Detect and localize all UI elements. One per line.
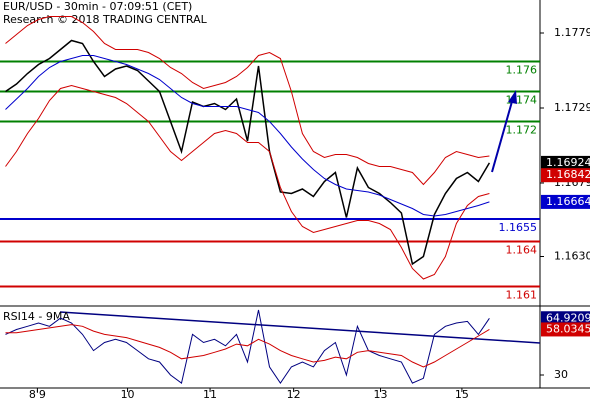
rsi-trendline	[59, 311, 541, 344]
series-line	[5, 55, 490, 217]
chart-subtitle: Research © 2018 TRADING CENTRAL	[3, 13, 208, 26]
level-label: 1.161	[506, 289, 538, 302]
x-tick-label: 8'9	[29, 388, 46, 400]
y-tick-label: 1.1630	[554, 250, 590, 263]
series-line	[5, 324, 490, 368]
value-box-label: 1.16924	[546, 156, 590, 169]
series-line	[5, 16, 490, 186]
indicator-title: RSI14 - 9MA	[3, 310, 70, 323]
value-box	[541, 194, 590, 209]
x-tick-label: 10	[121, 388, 135, 400]
value-box	[541, 322, 590, 337]
series-line	[5, 84, 490, 280]
value-box-label: 58.0345	[546, 322, 590, 335]
value-box-label: 1.16842	[546, 168, 590, 181]
level-label: 1.1655	[499, 221, 538, 234]
x-tick-label: 15	[455, 388, 469, 400]
x-tick-label: 13	[374, 388, 388, 400]
y-tick-label: 1.1729	[554, 101, 590, 114]
x-tick-label: 12	[287, 388, 301, 400]
value-box-label: 64.9209	[546, 311, 590, 324]
level-label: 1.164	[506, 244, 538, 257]
series-line	[5, 309, 490, 384]
x-tick-label: 11	[203, 388, 217, 400]
series-line	[5, 39, 491, 266]
chart-title: EUR/USD - 30min - 07:09:51 (CET)	[3, 0, 192, 13]
level-label: 1.176	[506, 64, 538, 77]
value-box	[541, 168, 590, 183]
level-label: 1.172	[506, 124, 538, 137]
forecast-arrow	[491, 97, 514, 173]
value-box	[541, 311, 590, 326]
arrow-head	[508, 90, 517, 104]
y-tick-label: 1.1779	[554, 26, 590, 39]
y2-tick-label: 30	[554, 368, 568, 381]
value-box-label: 1.16664	[546, 195, 590, 208]
value-box	[541, 155, 590, 170]
